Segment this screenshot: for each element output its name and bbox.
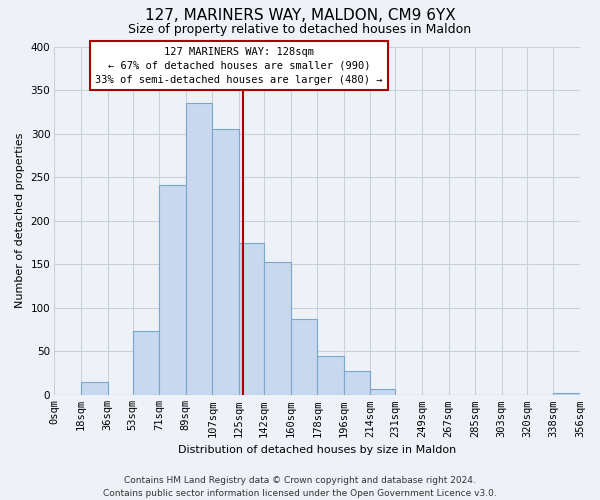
Bar <box>344 370 370 395</box>
Bar <box>81 382 107 395</box>
Bar <box>370 389 395 395</box>
Bar <box>159 185 186 395</box>
Text: Size of property relative to detached houses in Maldon: Size of property relative to detached ho… <box>128 22 472 36</box>
Bar <box>553 394 580 395</box>
Text: 127, MARINERS WAY, MALDON, CM9 6YX: 127, MARINERS WAY, MALDON, CM9 6YX <box>145 8 455 22</box>
Text: 127 MARINERS WAY: 128sqm
← 67% of detached houses are smaller (990)
33% of semi-: 127 MARINERS WAY: 128sqm ← 67% of detach… <box>95 46 383 84</box>
X-axis label: Distribution of detached houses by size in Maldon: Distribution of detached houses by size … <box>178 445 457 455</box>
Y-axis label: Number of detached properties: Number of detached properties <box>15 133 25 308</box>
Bar <box>317 356 344 395</box>
Bar <box>264 262 290 395</box>
Bar <box>239 242 264 395</box>
Bar <box>133 332 159 395</box>
Bar <box>186 103 212 395</box>
Text: Contains HM Land Registry data © Crown copyright and database right 2024.
Contai: Contains HM Land Registry data © Crown c… <box>103 476 497 498</box>
Bar <box>290 319 317 395</box>
Bar <box>212 130 239 395</box>
